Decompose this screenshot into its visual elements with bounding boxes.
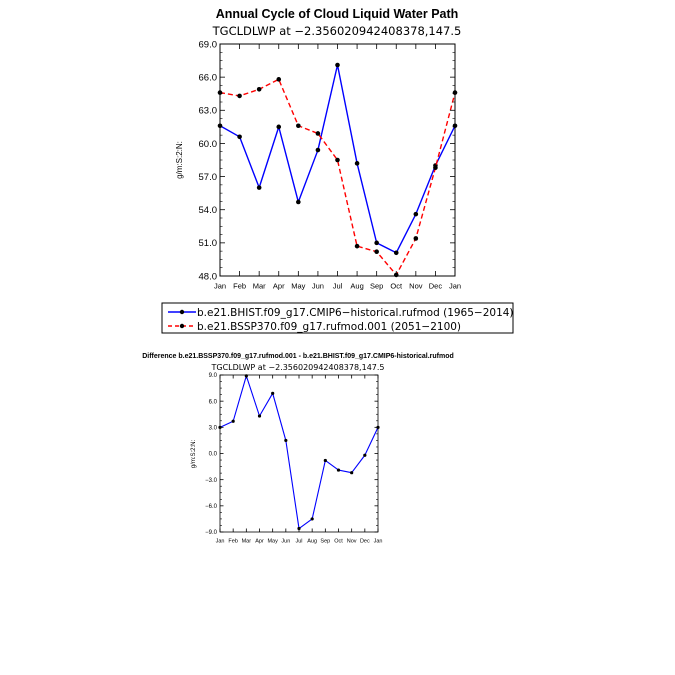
x-tick-label: Oct: [390, 282, 403, 291]
series-1-point: [276, 77, 282, 82]
x-tick-label: Dec: [429, 282, 443, 291]
y-axis-label: g/m:S:2:N:: [175, 141, 184, 179]
series-0-point: [336, 468, 341, 472]
y-tick-label: 60.0: [199, 139, 218, 150]
series-1-point: [237, 93, 242, 99]
x-tick-label: May: [267, 539, 278, 545]
series-0-point: [256, 185, 262, 190]
x-tick-label: Feb: [228, 539, 237, 545]
x-tick-label: Jan: [449, 282, 461, 291]
legend-label-ssp370: b.e21.BSSP370.f09_g17.rufmod.001 (2051−2…: [197, 321, 461, 333]
x-tick-label: Sep: [370, 282, 383, 291]
series-0-point: [231, 419, 235, 423]
series-0-point: [413, 211, 419, 217]
diff-y-axis-label: g/m:S:2:N:: [191, 439, 197, 468]
series-0-point: [374, 240, 379, 246]
legend-entry-historical: b.e21.BHIST.f09_g17.CMIP6−historical.ruf…: [168, 307, 514, 319]
x-tick-label: Jul: [333, 282, 343, 291]
series-0-point: [276, 124, 282, 130]
series-0-point: [323, 458, 327, 463]
series-0-point: [310, 517, 314, 521]
series-1-point: [354, 243, 360, 249]
y-tick-label: 6.0: [209, 399, 218, 405]
series-0-point: [257, 414, 262, 418]
chart-subtitle: TGCLDLWP at −2.356020942408378,147.5: [212, 24, 462, 38]
y-tick-label: 66.0: [199, 72, 218, 83]
series-0-point: [284, 438, 288, 443]
x-tick-label: Oct: [334, 539, 343, 545]
legend-box: [161, 302, 514, 334]
series-0-point: [350, 471, 354, 475]
x-tick-label: Nov: [347, 539, 357, 545]
series-1-point: [433, 165, 438, 171]
series-1-point: [374, 249, 379, 254]
x-tick-label: Mar: [242, 539, 252, 545]
series-0-point: [315, 147, 321, 153]
x-tick-label: Mar: [253, 282, 266, 291]
chart-title: Annual Cycle of Cloud Liquid Water Path: [216, 7, 459, 21]
legend-entry-ssp370: b.e21.BSSP370.f09_g17.rufmod.001 (2051−2…: [168, 321, 461, 333]
difference-chart: Difference b.e21.BSSP370.f09_g17.rufmod.…: [142, 353, 454, 545]
series-1-point: [296, 123, 301, 129]
diff-chart-subtitle: TGCLDLWP at −2.356020942408378,147.5: [211, 363, 385, 372]
x-tick-label: Apr: [255, 539, 264, 545]
x-tick-label: Jan: [374, 539, 383, 545]
y-tick-label: 0.0: [209, 452, 218, 458]
series-0-point: [363, 453, 367, 457]
x-tick-label: Jun: [312, 282, 324, 291]
series-1-point: [315, 131, 321, 136]
series-0-point: [393, 250, 399, 256]
x-tick-label: Nov: [409, 282, 423, 291]
x-tick-label: Jun: [281, 539, 290, 545]
legend-label-historical: b.e21.BHIST.f09_g17.CMIP6−historical.ruf…: [197, 307, 514, 319]
y-tick-label: 9.0: [209, 373, 218, 379]
x-tick-label: Jan: [214, 282, 226, 291]
y-tick-label: 69.0: [199, 39, 218, 50]
x-tick-label: Aug: [307, 539, 317, 545]
series-0-point: [354, 161, 360, 166]
series-0-point: [237, 134, 242, 140]
series-0-point: [271, 391, 275, 395]
x-tick-label: Jan: [216, 539, 225, 545]
y-tick-label: 63.0: [199, 106, 218, 117]
series-0-point: [296, 199, 301, 205]
legend: b.e21.BHIST.f09_g17.CMIP6−historical.ruf…: [161, 302, 514, 334]
x-tick-label: Jul: [295, 539, 302, 545]
x-tick-label: May: [291, 282, 305, 291]
y-tick-label: 3.0: [209, 425, 218, 431]
annual-cycle-chart: Annual Cycle of Cloud Liquid Water Path …: [175, 7, 461, 291]
x-tick-label: Dec: [360, 539, 370, 545]
series-0-point: [335, 62, 340, 68]
x-tick-label: Aug: [350, 282, 363, 291]
series-1-point: [413, 236, 419, 241]
y-tick-label: 57.0: [199, 172, 218, 183]
y-tick-label: 48.0: [199, 271, 218, 282]
y-tick-label: −6.0: [205, 504, 218, 510]
y-tick-label: −9.0: [205, 530, 218, 536]
y-tick-label: 51.0: [199, 238, 218, 249]
y-tick-label: −3.0: [205, 478, 218, 484]
series-1-point: [335, 157, 340, 163]
diff-chart-title: Difference b.e21.BSSP370.f09_g17.rufmod.…: [142, 353, 454, 360]
x-tick-label: Apr: [273, 282, 285, 291]
series-1-point: [256, 86, 262, 92]
x-tick-label: Sep: [320, 539, 330, 545]
x-tick-label: Feb: [233, 282, 246, 291]
y-tick-label: 54.0: [199, 205, 218, 216]
